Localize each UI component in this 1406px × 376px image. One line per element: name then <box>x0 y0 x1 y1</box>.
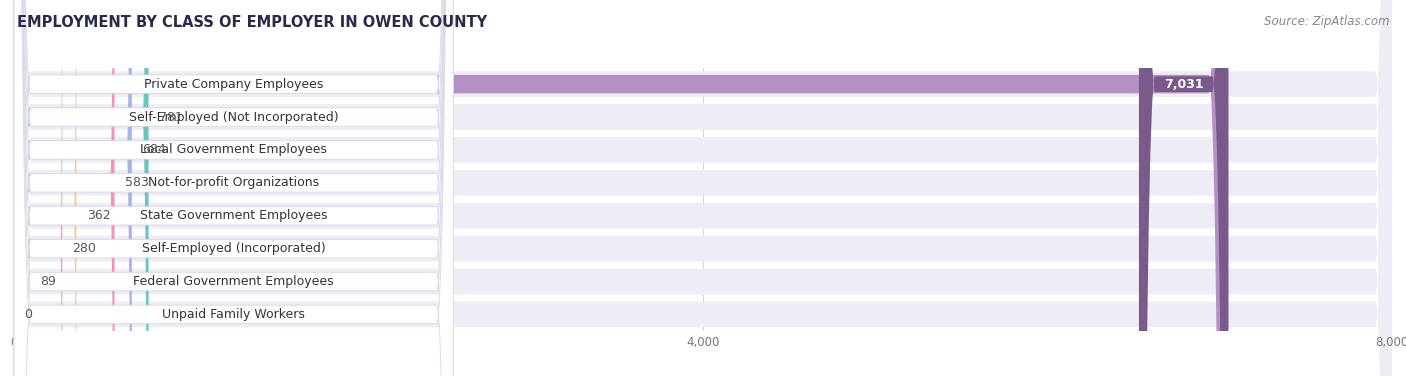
FancyBboxPatch shape <box>14 0 453 376</box>
FancyBboxPatch shape <box>14 0 453 376</box>
FancyBboxPatch shape <box>14 0 453 376</box>
FancyBboxPatch shape <box>14 0 453 376</box>
FancyBboxPatch shape <box>14 0 1392 376</box>
FancyBboxPatch shape <box>14 0 1392 376</box>
Text: Private Company Employees: Private Company Employees <box>143 77 323 91</box>
FancyBboxPatch shape <box>14 0 453 376</box>
FancyBboxPatch shape <box>14 0 132 376</box>
FancyBboxPatch shape <box>14 0 453 376</box>
FancyBboxPatch shape <box>14 0 149 376</box>
FancyBboxPatch shape <box>14 0 453 376</box>
FancyBboxPatch shape <box>14 0 1392 376</box>
Text: 89: 89 <box>39 275 56 288</box>
Text: Self-Employed (Not Incorporated): Self-Employed (Not Incorporated) <box>129 111 339 124</box>
FancyBboxPatch shape <box>1139 0 1229 376</box>
Text: Source: ZipAtlas.com: Source: ZipAtlas.com <box>1264 15 1389 28</box>
Text: Unpaid Family Workers: Unpaid Family Workers <box>162 308 305 321</box>
FancyBboxPatch shape <box>14 0 76 376</box>
Text: Self-Employed (Incorporated): Self-Employed (Incorporated) <box>142 242 326 255</box>
Text: 583: 583 <box>125 176 149 190</box>
FancyBboxPatch shape <box>14 0 62 376</box>
Text: State Government Employees: State Government Employees <box>141 209 328 222</box>
Text: Federal Government Employees: Federal Government Employees <box>134 275 335 288</box>
Text: 684: 684 <box>142 143 166 156</box>
Text: 781: 781 <box>159 111 183 124</box>
Text: EMPLOYMENT BY CLASS OF EMPLOYER IN OWEN COUNTY: EMPLOYMENT BY CLASS OF EMPLOYER IN OWEN … <box>17 15 486 30</box>
FancyBboxPatch shape <box>14 144 30 376</box>
FancyBboxPatch shape <box>14 0 453 376</box>
FancyBboxPatch shape <box>14 0 1392 376</box>
FancyBboxPatch shape <box>14 0 1392 376</box>
Text: Local Government Employees: Local Government Employees <box>141 143 328 156</box>
FancyBboxPatch shape <box>14 0 114 376</box>
FancyBboxPatch shape <box>14 0 1392 376</box>
Text: 7,031: 7,031 <box>1164 77 1204 91</box>
FancyBboxPatch shape <box>14 0 1392 376</box>
Text: 280: 280 <box>73 242 97 255</box>
Text: Not-for-profit Organizations: Not-for-profit Organizations <box>148 176 319 190</box>
Text: 362: 362 <box>87 209 110 222</box>
FancyBboxPatch shape <box>14 0 1225 376</box>
Text: 0: 0 <box>24 308 32 321</box>
FancyBboxPatch shape <box>14 0 1392 376</box>
